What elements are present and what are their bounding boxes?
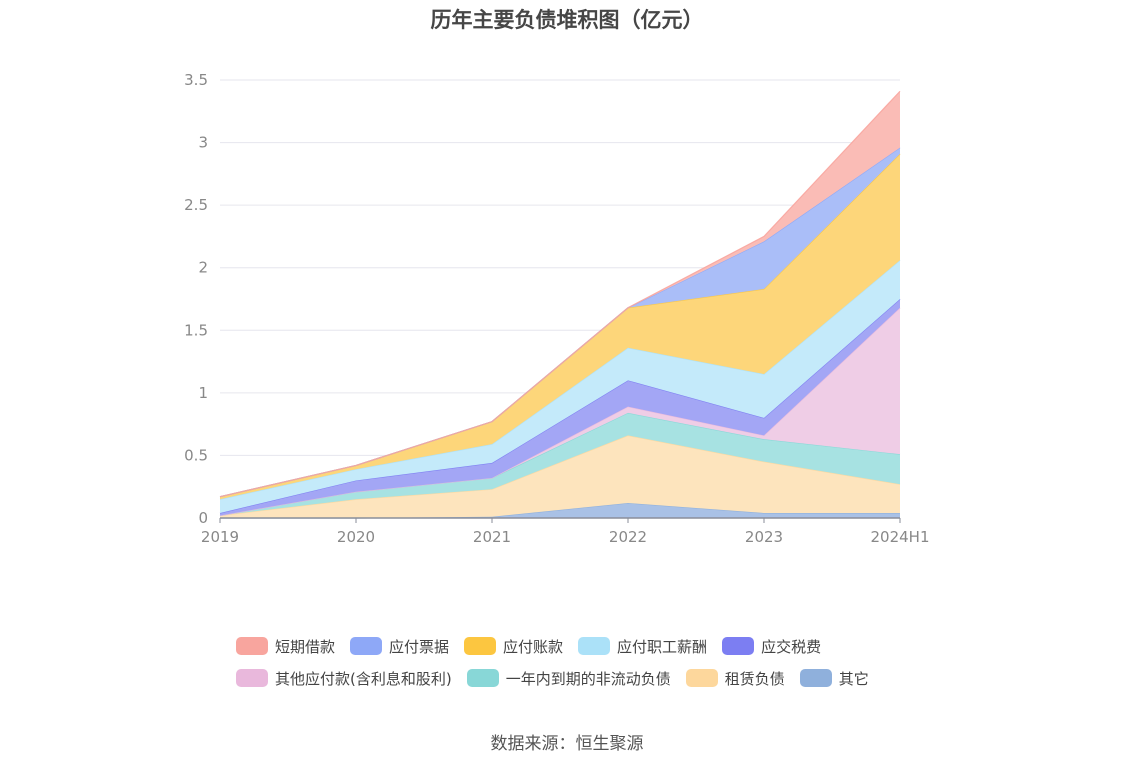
legend-row: 其他应付款(含利息和股利) 一年内到期的非流动负债 租赁负债 其它 [236, 662, 916, 694]
legend-swatch [466, 669, 499, 687]
legend-item[interactable]: 其他应付款(含利息和股利) [236, 668, 452, 689]
legend-item[interactable]: 应付账款 [464, 636, 563, 657]
x-tick-label: 2021 [473, 528, 511, 546]
legend-swatch [722, 637, 755, 655]
legend-item[interactable]: 应付职工薪酬 [578, 636, 707, 657]
y-tick-label: 1 [198, 384, 208, 402]
area-series-1[interactable] [220, 435, 900, 518]
legend-label: 应付账款 [503, 637, 564, 656]
legend-label: 其它 [838, 669, 869, 688]
legend-item[interactable]: 一年内到期的非流动负债 [466, 668, 671, 689]
y-tick-label: 2.5 [184, 196, 208, 214]
y-tick-label: 0 [198, 509, 208, 527]
legend-row: 短期借款 应付票据 应付账款 应付职工薪酬 应交税费 [236, 630, 916, 662]
legend-item[interactable]: 应付票据 [350, 636, 449, 657]
series-line-8 [219, 90, 901, 498]
legend-swatch [236, 669, 268, 687]
area-series-2[interactable] [220, 412, 900, 516]
series-line-1 [219, 434, 901, 517]
y-tick-label: 2 [198, 259, 208, 277]
legend-swatch [799, 669, 832, 687]
legend-label: 短期借款 [275, 637, 336, 656]
area-series-6[interactable] [220, 153, 900, 500]
area-series-0[interactable] [220, 502, 900, 518]
chart-plot: 0 0.5 1 1.5 2 2.5 3 3.5 2019 2020 2021 2022 2023 2024… [184, 71, 930, 546]
legend-label: 应付职工薪酬 [617, 637, 708, 656]
legend-label: 租赁负债 [724, 669, 785, 688]
legend-item[interactable]: 短期借款 [236, 636, 335, 657]
legend-item[interactable]: 租赁负债 [685, 668, 785, 689]
legend-label: 应付票据 [389, 637, 450, 656]
chart-legend: 短期借款 应付票据 应付账款 应付职工薪酬 应交税费其他应付款(含利息和股利) 一年内到期… [236, 630, 916, 694]
area-series-5[interactable] [220, 260, 900, 513]
legend-label: 其他应付款(含利息和股利) [275, 669, 452, 688]
legend-swatch [685, 669, 718, 687]
chart-title: 历年主要负债堆积图（亿元） [430, 8, 704, 32]
x-tick-label: 2022 [609, 528, 647, 546]
source-note: 数据来源：恒生聚源 [490, 734, 644, 754]
x-tick-label: 2024H1 [871, 528, 930, 546]
legend-label: 应交税费 [761, 637, 822, 656]
legend-item[interactable]: 其它 [799, 668, 869, 689]
legend-swatch [464, 637, 497, 655]
y-tick-label: 0.5 [184, 446, 208, 464]
legend-swatch [350, 637, 383, 655]
y-tick-label: 1.5 [184, 321, 208, 339]
x-tick-label: 2023 [745, 528, 783, 546]
legend-item[interactable]: 应交税费 [722, 636, 821, 657]
y-tick-label: 3 [198, 134, 208, 152]
legend-swatch [236, 637, 268, 655]
legend-label: 一年内到期的非流动负债 [505, 669, 671, 688]
x-tick-label: 2020 [337, 528, 375, 546]
y-tick-label: 3.5 [184, 71, 208, 89]
legend-swatch [578, 637, 611, 655]
x-tick-label: 2019 [201, 528, 239, 546]
